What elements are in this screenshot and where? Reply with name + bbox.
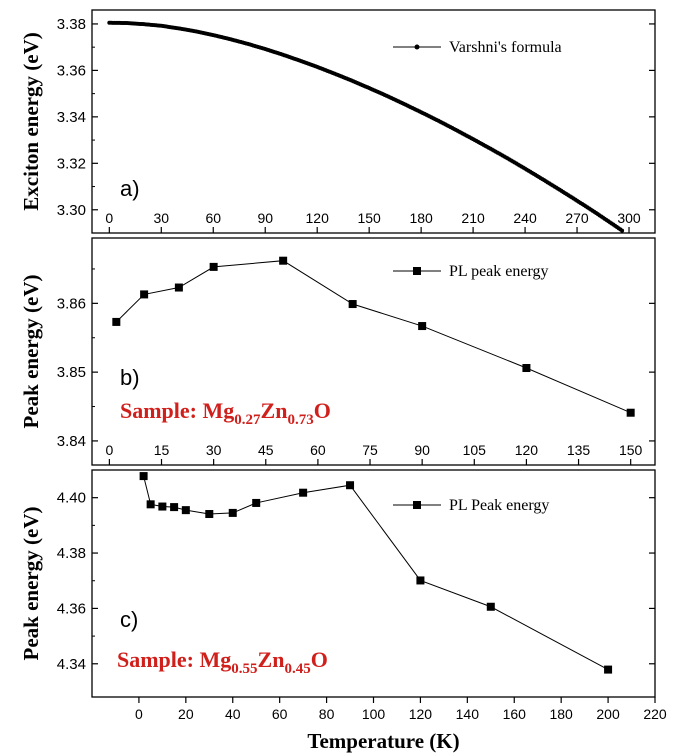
x-tick-label: 160 (503, 706, 527, 722)
y-tick-label: 3.38 (57, 16, 86, 33)
legend-label: PL peak energy (449, 263, 549, 280)
x-tick-label: 120 (515, 442, 539, 458)
x-tick-label: 80 (319, 706, 335, 722)
data-point (348, 300, 357, 309)
sample-label: Sample: Mg0.55Zn0.45O (117, 647, 328, 677)
x-tick-label: 300 (617, 210, 641, 226)
x-tick-label: 180 (549, 706, 573, 722)
x-tick-label: 15 (154, 442, 170, 458)
x-tick-label: 30 (206, 442, 222, 458)
y-tick-label: 3.34 (57, 109, 86, 126)
x-tick-label: 45 (258, 442, 274, 458)
x-tick-label: 0 (135, 706, 143, 722)
series-line (115, 260, 631, 414)
x-tick-label: 40 (225, 706, 241, 722)
y-tick-label: 3.86 (57, 295, 86, 312)
y-tick-label: 4.40 (57, 490, 86, 507)
plot-frame (91, 237, 656, 466)
panel-label: a) (120, 176, 140, 201)
data-point (174, 283, 183, 292)
y-tick-label: 3.85 (57, 364, 86, 381)
x-tick-label: 140 (456, 706, 480, 722)
legend-marker (414, 44, 420, 50)
x-tick-label: 100 (362, 706, 386, 722)
x-tick-label: 220 (643, 706, 667, 722)
x-tick-label: 180 (409, 210, 433, 226)
x-tick-label: 200 (596, 706, 620, 722)
x-axis-title: Temperature (K) (307, 729, 459, 753)
x-tick-label: 135 (567, 442, 591, 458)
data-point (620, 228, 625, 233)
x-tick-label: 60 (272, 706, 288, 722)
data-point (205, 510, 214, 519)
panel-c: 4.34 4.36 4.38 4.40 0 20 40 60 80 100 120 140 160 180… (19, 469, 667, 753)
y-tick-label: 4.38 (57, 545, 86, 562)
data-point (299, 488, 308, 497)
x-tick-label: 270 (565, 210, 589, 226)
data-point (181, 506, 190, 515)
x-tick-label: 0 (105, 442, 113, 458)
legend-label: PL Peak energy (449, 497, 549, 514)
legend-marker (413, 501, 421, 509)
data-point (486, 602, 495, 611)
legend-label: Varshni's formula (449, 39, 562, 56)
x-tick-label: 150 (619, 442, 643, 458)
x-tick-label: 210 (461, 210, 485, 226)
x-tick-label: 0 (105, 210, 113, 226)
panel-label: c) (120, 607, 138, 632)
y-tick-label: 3.32 (57, 155, 86, 172)
x-tick-label: 120 (306, 210, 330, 226)
x-tick-label: 60 (205, 210, 221, 226)
data-point (146, 500, 155, 509)
data-point (626, 408, 635, 417)
data-point (228, 508, 237, 517)
y-tick-label: 3.30 (57, 202, 86, 219)
y-tick-label: 4.34 (57, 656, 86, 673)
y-axis-title: Exciton energy (eV) (19, 32, 43, 210)
x-tick-label: 105 (463, 442, 487, 458)
x-tick-label: 60 (310, 442, 326, 458)
panel-a: 3.30 3.32 3.34 3.36 3.38 0 30 60 90 120 150 180 210 2… (19, 9, 656, 234)
x-tick-label: 240 (513, 210, 537, 226)
panel-label: b) (120, 365, 140, 390)
x-tick-label: 75 (362, 442, 378, 458)
x-tick-label: 90 (414, 442, 430, 458)
data-point (416, 576, 425, 585)
y-tick-label: 3.84 (57, 433, 86, 450)
y-tick-label: 4.36 (57, 600, 86, 617)
data-point (170, 503, 179, 512)
data-point (346, 481, 355, 490)
panel-b: 3.84 3.85 3.86 0 15 30 45 60 75 90 105 120 135 150 Pea… (19, 237, 656, 466)
x-tick-label: 150 (357, 210, 381, 226)
sample-label: Sample: Mg0.27Zn0.73O (120, 398, 331, 428)
y-tick-label: 3.36 (57, 62, 86, 79)
data-point (209, 262, 218, 271)
x-tick-label: 20 (178, 706, 194, 722)
x-tick-label: 120 (409, 706, 433, 722)
data-point (140, 290, 149, 299)
data-point (112, 317, 121, 326)
data-point (139, 472, 148, 481)
data-point (522, 364, 531, 373)
x-tick-label: 30 (154, 210, 170, 226)
plot-frame (91, 9, 656, 234)
y-axis-title: Peak energy (eV) (19, 275, 43, 429)
x-tick-label: 90 (257, 210, 273, 226)
data-point (158, 502, 167, 511)
legend-marker (413, 267, 421, 275)
data-point (604, 665, 613, 674)
data-point (279, 256, 288, 265)
data-point (252, 498, 261, 507)
data-point (418, 322, 427, 331)
y-axis-title: Peak energy (eV) (19, 507, 43, 661)
